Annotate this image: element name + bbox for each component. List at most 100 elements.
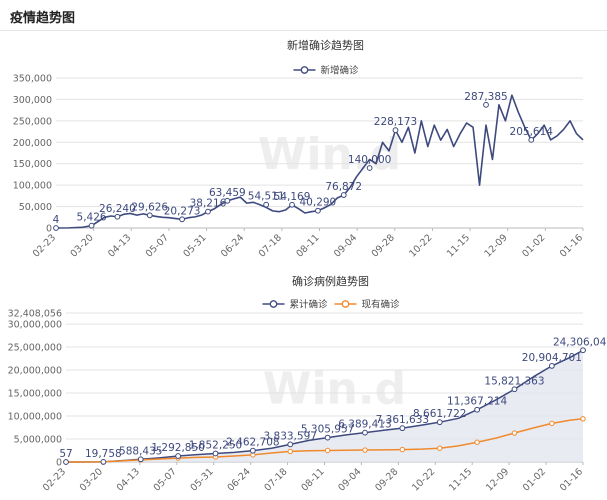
data-label: 26,240 — [99, 203, 136, 215]
label-point — [528, 136, 535, 143]
y-tick-label: 50,000 — [19, 202, 52, 213]
x-tick-label: 09-04 — [332, 232, 359, 259]
x-tick-label: 08-11 — [299, 466, 326, 493]
legend-marker — [341, 300, 350, 308]
data-label: 8,661,722 — [413, 408, 466, 420]
y-tick-label: 25,000,000 — [8, 343, 62, 354]
data-label: 4 — [53, 214, 60, 226]
data-point — [580, 416, 586, 422]
y-tick-label: 350,000 — [13, 74, 52, 85]
label-point — [53, 225, 59, 231]
data-point — [437, 445, 443, 451]
data-label: 5,426 — [77, 212, 107, 224]
x-tick-label: 07-18 — [257, 232, 284, 259]
y-tick-label: 100,000 — [13, 181, 52, 192]
data-label: 5,305,957 — [301, 424, 354, 436]
y-tick-label: 150,000 — [13, 159, 52, 170]
x-tick-label: 10-22 — [407, 232, 434, 259]
x-tick-label: 08-11 — [294, 232, 321, 259]
data-label: 588,435 — [119, 445, 162, 457]
x-tick-label: 01-02 — [520, 232, 547, 259]
label-point — [314, 207, 321, 214]
label-point — [289, 201, 295, 208]
x-tick-label: 01-16 — [558, 232, 585, 259]
data-label: 1,852,250 — [189, 439, 242, 451]
data-label: 140,000 — [348, 154, 391, 166]
y-tick-label: 0 — [46, 224, 52, 235]
label-point — [483, 101, 489, 108]
label-point — [436, 419, 443, 426]
y-tick-label: 5,000,000 — [14, 435, 62, 446]
data-label: 15,821,363 — [484, 375, 544, 387]
legend-item: 新增确诊 — [293, 65, 359, 77]
data-point — [362, 447, 368, 453]
label-point — [287, 441, 294, 448]
x-tick-label: 05-31 — [181, 232, 208, 259]
label-point — [224, 197, 231, 204]
data-label: 57 — [59, 448, 72, 460]
title-divider — [0, 30, 607, 31]
data-label: 76,872 — [325, 181, 362, 193]
y-tick-label: 300,000 — [13, 95, 52, 106]
label-point — [100, 459, 107, 465]
label-point — [474, 406, 481, 413]
series-line-primary — [55, 94, 584, 229]
watermark: Win.d — [263, 364, 406, 415]
legend-label: 现有确诊 — [362, 299, 401, 311]
label-point — [137, 456, 144, 463]
x-tick-label: 10-22 — [410, 466, 437, 493]
x-tick-label: 09-28 — [373, 466, 400, 493]
x-tick-label: 05-31 — [189, 466, 216, 493]
label-point — [175, 453, 182, 459]
data-label: 205,614 — [510, 126, 554, 138]
x-tick-label: 02-23 — [41, 466, 68, 493]
data-label: 40,290 — [300, 197, 337, 209]
y-tick-label: 15,000,000 — [8, 389, 62, 400]
data-point — [287, 448, 293, 455]
data-label: 29,626 — [131, 201, 168, 213]
y-tick-label: 200,000 — [13, 138, 52, 149]
y-tick-label: 0 — [56, 458, 62, 469]
legend-label: 累计确诊 — [290, 299, 329, 311]
y-tick-label: 30,000,000 — [8, 320, 62, 331]
data-label: 38,216 — [190, 198, 227, 210]
data-label: 24,306,045 — [553, 336, 607, 348]
label-point — [114, 213, 121, 220]
x-tick-label: 01-16 — [558, 466, 585, 493]
label-point — [548, 362, 555, 369]
label-point — [212, 450, 219, 457]
label-point — [580, 347, 586, 354]
x-tick-label: 12-09 — [483, 232, 510, 259]
data-label: 20,904,701 — [522, 352, 582, 364]
x-tick-label: 03-20 — [68, 232, 95, 259]
label-point — [205, 208, 211, 215]
data-label: 1,292,850 — [151, 442, 204, 454]
data-label: 20,273 — [164, 205, 201, 217]
label-point — [340, 192, 347, 198]
data-label: 228,173 — [374, 116, 417, 128]
data-point — [399, 446, 406, 453]
y-tick-label: 20,000,000 — [8, 366, 62, 377]
x-tick-label: 03-20 — [78, 466, 105, 493]
label-point — [146, 212, 153, 219]
legend-marker — [300, 66, 309, 74]
data-point — [549, 420, 555, 427]
y-tick-label: 32,408,056 — [8, 309, 62, 320]
data-point — [511, 430, 518, 436]
label-point — [511, 386, 518, 393]
data-label: 63,459 — [209, 187, 246, 199]
data-label: 6,389,413 — [338, 419, 391, 431]
data-label: 7,361,633 — [376, 414, 429, 426]
x-tick-label: 09-04 — [336, 466, 363, 493]
data-label: 54,511 — [248, 191, 285, 203]
label-point — [366, 165, 373, 171]
x-tick-label: 12-09 — [484, 466, 511, 493]
y-tick-label: 250,000 — [13, 116, 52, 127]
data-label: 2,462,708 — [226, 437, 279, 449]
x-tick-label: 04-13 — [106, 232, 133, 259]
data-label: 287,385 — [464, 91, 507, 103]
legend-marker — [269, 300, 278, 308]
chart-title: 确诊病例趋势图 — [292, 274, 369, 288]
new-cases-chart: 新增确诊趋势图 Win.d 0 50,000 100,000 150,000 200,000… — [13, 38, 585, 260]
